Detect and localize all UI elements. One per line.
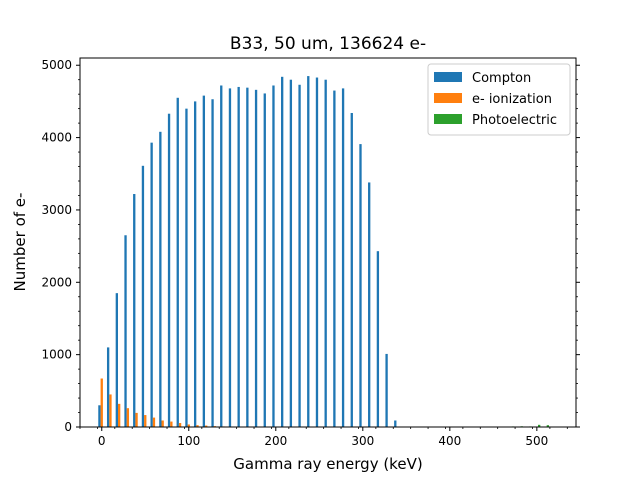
bar-e-ionization-50 (144, 415, 147, 427)
y-tick-label-5000: 5000 (41, 58, 72, 72)
bar-compton-250 (315, 77, 319, 427)
bar-compton-340 (394, 420, 397, 427)
legend-label-photoelectric: Photoelectric (472, 113, 557, 128)
bar-e-ionization-30 (126, 408, 130, 427)
legend: Compton e- ionization Photoelectric (427, 63, 571, 136)
bar-e-ionization-0 (100, 378, 103, 427)
bar-compton-280 (341, 88, 345, 427)
bar-compton-60 (150, 142, 153, 427)
legend-label-e-ionization: e- ionization (472, 92, 552, 107)
y-tick-label-1000: 1000 (41, 348, 72, 362)
bar-e-ionization-40 (135, 412, 138, 427)
legend-swatch-photoelectric (434, 114, 462, 124)
bars-group (98, 76, 550, 428)
chart-title: B33, 50 um, 136624 e- (230, 34, 426, 54)
bar-compton-160 (237, 86, 240, 427)
bar-compton-150 (228, 88, 232, 427)
bar-e-ionization-60 (152, 417, 156, 427)
bar-compton-100 (185, 108, 188, 428)
bar-compton-90 (176, 97, 179, 427)
bar-compton-200 (272, 85, 275, 428)
x-tick-label-100: 100 (177, 434, 200, 448)
bar-compton-210 (281, 76, 284, 427)
bar-compton-180 (254, 89, 258, 427)
bar-compton-300 (359, 144, 362, 427)
x-axis-label: Gamma ray energy (keV) (233, 455, 422, 473)
bar-e-ionization-110 (196, 425, 199, 427)
bar-compton-10 (106, 347, 110, 427)
bar-compton-30 (124, 235, 127, 427)
bar-compton-40 (133, 194, 136, 427)
bar-compton-240 (307, 76, 310, 427)
bar-compton-190 (263, 93, 266, 427)
bar-compton-220 (289, 79, 293, 428)
bar-compton-20 (115, 293, 118, 427)
bar-e-ionization-80 (170, 421, 173, 427)
plot-frame (79, 57, 577, 428)
x-tick-label-400: 400 (438, 434, 461, 448)
bar-compton-130 (211, 99, 214, 428)
bar-compton-260 (324, 79, 327, 428)
bar-compton-330 (385, 353, 388, 427)
legend-box (427, 63, 571, 136)
bar-compton-80 (167, 113, 171, 428)
bar-compton-270 (333, 90, 336, 427)
bar-e-ionization-70 (161, 420, 164, 427)
bar-photoelectric-510 (546, 425, 550, 427)
bar-compton-50 (141, 165, 145, 427)
y-tick-label-4000: 4000 (41, 131, 72, 145)
bar-compton-0 (98, 405, 101, 427)
bar-e-ionization-90 (178, 423, 182, 427)
bar-compton-110 (193, 101, 197, 427)
legend-swatch-e-ionization (434, 93, 462, 103)
bar-e-ionization-120 (205, 425, 208, 427)
x-tick-label-500: 500 (525, 434, 548, 448)
bar-compton-170 (246, 87, 249, 427)
bar-compton-320 (376, 251, 380, 427)
bar-compton-290 (350, 112, 353, 428)
y-tick-label-2000: 2000 (41, 275, 72, 289)
bar-e-ionization-20 (118, 403, 121, 427)
bar-e-ionization-100 (187, 424, 190, 427)
bar-compton-140 (220, 85, 223, 428)
legend-swatch-compton (434, 72, 462, 82)
x-tick-label-200: 200 (264, 434, 287, 448)
bar-e-ionization-10 (109, 394, 112, 427)
x-tick-label-300: 300 (351, 434, 374, 448)
bar-compton-310 (368, 182, 371, 427)
x-tick-label-0: 0 (98, 434, 106, 448)
legend-label-compton: Compton (472, 71, 531, 86)
y-tick-label-0: 0 (64, 420, 72, 434)
bar-compton-70 (159, 131, 162, 428)
bar-photoelectric-500 (538, 424, 541, 427)
bar-compton-230 (298, 84, 301, 428)
bar-compton-120 (202, 95, 206, 428)
y-tick-label-3000: 3000 (41, 203, 72, 217)
y-axis-label: Number of e- (11, 193, 29, 292)
